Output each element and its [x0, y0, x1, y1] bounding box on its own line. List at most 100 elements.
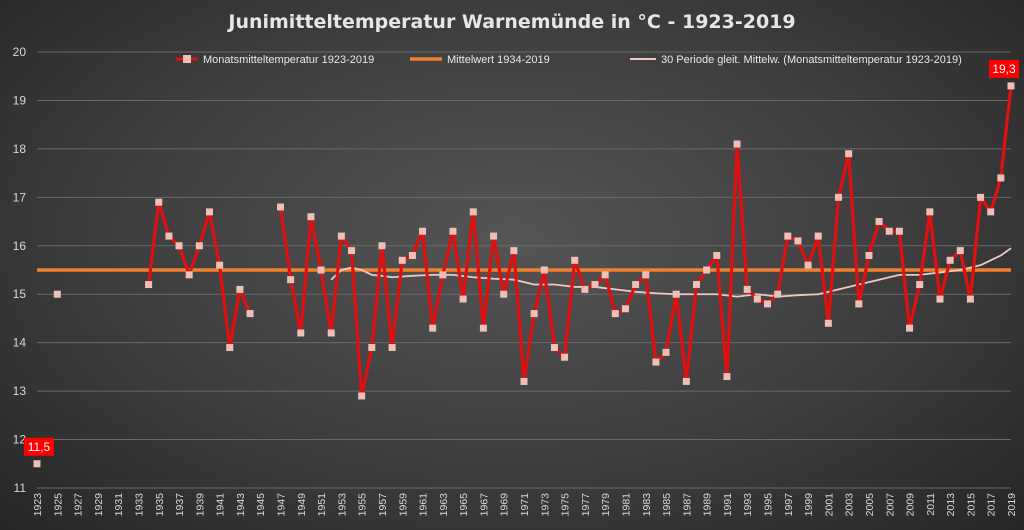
data-point-1986 — [672, 290, 680, 298]
data-point-1969 — [500, 290, 508, 298]
callout-layer: 11,5 19,3 — [24, 59, 1019, 456]
data-point-1959 — [398, 256, 406, 264]
y-tick-label: 14 — [13, 336, 27, 350]
data-point-1992 — [733, 140, 741, 148]
x-tick-label: 2003 — [844, 493, 856, 517]
x-tick-label: 1979 — [600, 493, 612, 517]
data-point-1949 — [297, 329, 305, 337]
x-tick-label: 1945 — [255, 493, 267, 517]
data-point-1965 — [459, 295, 467, 303]
data-point-1937 — [175, 242, 183, 250]
data-point-1993 — [743, 285, 751, 293]
x-tick-label: 2011 — [925, 493, 937, 516]
x-tick-label: 1933 — [133, 493, 145, 517]
x-axis-ticks: 1923 1925 1927 1929 1931 1933 1935 1937 1939 1941… — [32, 493, 1018, 517]
x-tick-label: 1985 — [661, 493, 673, 517]
x-tick-label: 1951 — [316, 493, 328, 517]
chart-title: Junimitteltemperatur Warnemünde in °C - … — [226, 11, 795, 33]
data-point-1973 — [540, 266, 548, 274]
x-tick-label: 2017 — [986, 493, 998, 517]
data-point-2004 — [855, 300, 863, 308]
data-point-1925 — [53, 290, 61, 298]
x-tick-label: 1977 — [580, 493, 592, 517]
data-point-2017 — [987, 208, 995, 216]
x-tick-label: 2005 — [864, 493, 876, 517]
data-point-1934 — [145, 281, 153, 289]
x-tick-label: 2015 — [965, 493, 977, 517]
y-tick-label: 16 — [13, 239, 27, 253]
data-point-1939 — [195, 242, 203, 250]
data-point-1954 — [348, 247, 356, 255]
data-point-1936 — [165, 232, 173, 240]
x-tick-label: 1959 — [397, 493, 409, 517]
data-point-1975 — [561, 353, 569, 361]
x-tick-label: 1943 — [235, 493, 247, 517]
data-point-1951 — [317, 266, 325, 274]
x-tick-label: 1953 — [336, 493, 348, 517]
data-point-2008 — [895, 227, 903, 235]
x-tick-label: 1949 — [296, 493, 308, 517]
y-tick-label: 15 — [13, 287, 27, 301]
callout-box — [989, 59, 1019, 78]
x-tick-label: 2013 — [945, 493, 957, 517]
data-point-1996 — [774, 290, 782, 298]
data-point-2002 — [835, 193, 843, 201]
data-point-1997 — [784, 232, 792, 240]
data-point-1935 — [155, 198, 163, 206]
y-tick-label: 19 — [13, 93, 27, 107]
data-point-2013 — [946, 256, 954, 264]
data-point-1943 — [236, 285, 244, 293]
x-tick-label: 1929 — [93, 493, 105, 517]
data-point-1999 — [804, 261, 812, 269]
data-point-1981 — [621, 305, 629, 313]
data-point-1962 — [429, 324, 437, 332]
y-tick-label: 12 — [13, 433, 27, 447]
x-tick-label: 1965 — [458, 493, 470, 517]
data-point-1972 — [530, 310, 538, 318]
x-tick-label: 1941 — [215, 493, 227, 517]
x-tick-label: 1981 — [620, 493, 632, 517]
data-point-1952 — [327, 329, 335, 337]
data-point-1990 — [713, 251, 721, 259]
data-point-1988 — [692, 281, 700, 289]
x-tick-label: 1975 — [560, 493, 572, 517]
data-point-1982 — [632, 281, 640, 289]
x-tick-label: 1935 — [154, 493, 166, 517]
x-tick-label: 1969 — [499, 493, 511, 517]
x-tick-label: 1955 — [357, 493, 369, 517]
legend-label-mean: Mittelwert 1934-2019 — [447, 54, 550, 66]
data-point-2009 — [906, 324, 914, 332]
data-point-1976 — [571, 256, 579, 264]
data-point-1964 — [449, 227, 457, 235]
data-point-2003 — [845, 150, 853, 158]
x-tick-label: 1995 — [763, 493, 775, 517]
y-tick-label: 17 — [13, 190, 27, 204]
data-point-1956 — [368, 344, 376, 352]
data-point-2010 — [916, 281, 924, 289]
data-point-1978 — [591, 281, 599, 289]
x-tick-label: 2009 — [905, 493, 917, 517]
data-point-1980 — [611, 310, 619, 318]
data-point-2005 — [865, 251, 873, 259]
data-point-1998 — [794, 237, 802, 245]
data-point-1968 — [490, 232, 498, 240]
data-point-1979 — [601, 271, 609, 279]
marker-layer — [33, 82, 1015, 468]
x-tick-label: 1983 — [641, 493, 653, 517]
callout-label: 11,5 — [28, 440, 51, 454]
y-tick-label: 20 — [13, 45, 27, 59]
data-point-1991 — [723, 373, 731, 381]
data-point-1967 — [479, 324, 487, 332]
data-point-1958 — [388, 344, 396, 352]
x-tick-label: 1961 — [418, 493, 430, 517]
data-point-1985 — [662, 348, 670, 356]
x-tick-label: 1957 — [377, 493, 389, 517]
data-point-2018 — [997, 174, 1005, 182]
data-point-2011 — [926, 208, 934, 216]
x-tick-label: 1993 — [742, 493, 754, 517]
data-point-1974 — [550, 344, 558, 352]
data-point-2015 — [966, 295, 974, 303]
x-tick-label: 1923 — [32, 493, 44, 517]
legend: Monatsmitteltemperatur 1923-2019 Mittelw… — [176, 54, 962, 66]
x-tick-label: 1997 — [783, 493, 795, 517]
